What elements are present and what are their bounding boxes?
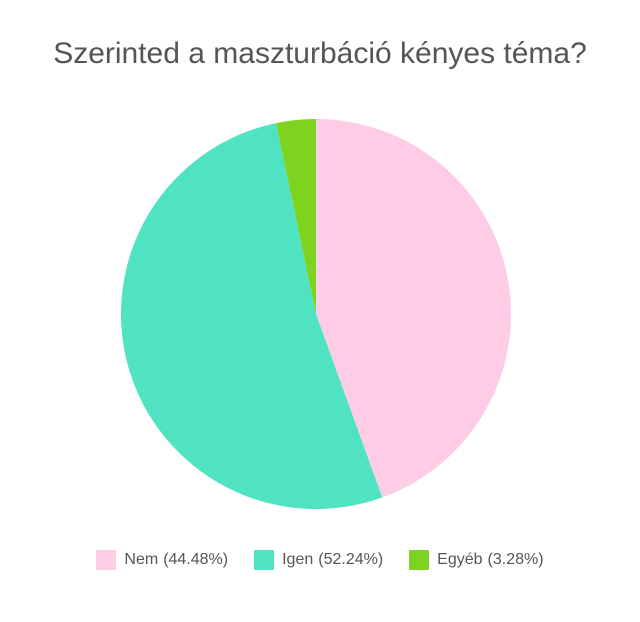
legend-value: (3.28%) bbox=[487, 551, 544, 568]
legend-category: Egyéb bbox=[437, 551, 483, 568]
legend-item: Nem (44.48%) bbox=[96, 550, 228, 570]
pie-slice bbox=[121, 123, 383, 509]
pie-slice bbox=[276, 119, 316, 314]
legend-category: Nem bbox=[124, 551, 159, 568]
legend-value: (52.24%) bbox=[318, 551, 384, 568]
legend-swatch bbox=[409, 550, 430, 570]
pie-slice bbox=[316, 119, 512, 498]
legend-item: Igen (52.24%) bbox=[254, 550, 383, 570]
legend: Nem (44.48%) Igen (52.24%) Egyéb (3.28%) bbox=[0, 550, 640, 570]
legend-label: Egyéb (3.28%) bbox=[437, 551, 543, 569]
legend-label: Nem (44.48%) bbox=[124, 551, 228, 569]
legend-category: Igen bbox=[282, 551, 314, 568]
legend-swatch bbox=[96, 550, 117, 570]
legend-label: Igen (52.24%) bbox=[282, 551, 383, 569]
chart-title: Szerinted a maszturbáció kényes téma? bbox=[53, 37, 587, 70]
legend-swatch bbox=[254, 550, 275, 570]
legend-item: Egyéb (3.28%) bbox=[409, 550, 544, 570]
legend-value: (44.48%) bbox=[163, 551, 229, 568]
